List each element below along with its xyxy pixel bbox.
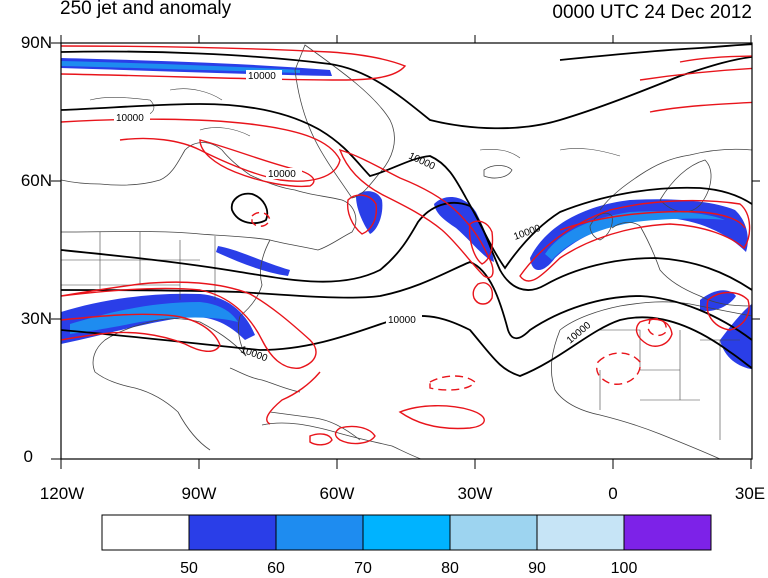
contour-label-6: 10000 — [388, 315, 416, 326]
colorbar-label-60: 60 — [267, 560, 285, 577]
colorbar-bin-4 — [449, 514, 538, 551]
lon-label-0: 0 — [608, 484, 618, 503]
anomaly-contour-4 — [338, 148, 494, 279]
negative-anomaly-contour-1 — [429, 375, 476, 391]
anomaly-contour-8 — [559, 210, 746, 231]
anomaly-contour-5 — [346, 194, 378, 235]
anomaly-contour-18 — [334, 425, 376, 445]
map-plot-area: 10000 10000 10000 10000 10000 10000 1000… — [61, 43, 752, 459]
colorbar-label-50: 50 — [180, 560, 198, 577]
anomaly-contour-15 — [398, 405, 485, 430]
colorbar-bin-3 — [362, 514, 451, 551]
lon-label-30e: 30E — [734, 484, 766, 503]
lat-label-60n: 60N — [20, 171, 52, 190]
coast-africa — [550, 301, 752, 459]
anomaly-contour-10 — [61, 313, 221, 352]
anomaly-contour-1 — [61, 45, 407, 81]
colorbar-bin-1 — [188, 514, 277, 551]
map-frame — [60, 42, 753, 460]
anomaly-contour-3 — [199, 139, 315, 188]
map-title: 250 jet and anomaly — [60, 0, 232, 19]
anomaly-contour-13 — [706, 291, 750, 331]
lon-label-90w: 90W — [181, 484, 217, 503]
height-contour-4 — [61, 261, 752, 341]
anomaly-contour-16 — [639, 55, 752, 81]
coast-iceland — [483, 165, 513, 179]
colorbar-bin-6 — [623, 514, 712, 551]
contour-label-2: 10000 — [116, 113, 144, 124]
height-contour-6 — [230, 192, 269, 225]
coast-us-east — [238, 239, 271, 357]
anomaly-contour-17 — [649, 101, 752, 113]
coast-arctic-islands — [89, 88, 621, 159]
jet-streak-us-east — [216, 246, 290, 276]
coastlines — [61, 44, 752, 459]
contour-label-4: 10000 — [407, 151, 437, 173]
lat-label-30n: 30N — [20, 309, 52, 328]
height-contour-1 — [61, 50, 752, 130]
colorbar-bin-5 — [536, 514, 625, 551]
lat-label-eq: 0 — [23, 447, 33, 466]
anomaly-contour-9 — [61, 281, 317, 369]
height-contour-7 — [559, 43, 752, 61]
lat-label-90n: 90N — [20, 33, 52, 52]
lon-label-30w: 30W — [457, 484, 493, 503]
negative-anomaly-contour-3 — [647, 318, 667, 337]
jet-streak-arctic-core — [61, 61, 300, 73]
anomaly-contour-14 — [266, 371, 321, 425]
coast-caribbean — [229, 367, 361, 441]
axis-ticks — [51, 35, 760, 469]
coast-north-america — [61, 142, 357, 251]
coast-europe — [599, 148, 752, 307]
jet-streak-labrador — [356, 191, 383, 234]
anomaly-contours — [61, 45, 752, 446]
colorbar-bin-2 — [275, 514, 364, 551]
jet-streak-med — [700, 290, 736, 312]
colorbar-label-90: 90 — [528, 560, 546, 577]
jet-streak-gulf-core — [70, 302, 238, 334]
coast-british-isles — [589, 212, 613, 241]
contour-labels: 10000 10000 10000 10000 10000 10000 1000… — [114, 70, 594, 364]
borders-africa — [599, 329, 740, 440]
negative-anomaly-contours — [251, 211, 667, 391]
coast-greenland — [294, 44, 395, 199]
negative-anomaly-contour-4 — [251, 211, 271, 227]
height-contour-5 — [61, 315, 752, 377]
height-contour-2 — [61, 103, 752, 270]
contour-label-1: 10000 — [248, 71, 276, 82]
lon-label-60w: 60W — [319, 484, 355, 503]
colorbar-label-100: 100 — [610, 560, 638, 577]
colorbar-bin-0 — [101, 514, 190, 551]
colorbar-label-80: 80 — [441, 560, 459, 577]
contour-label-8: 10000 — [239, 344, 269, 364]
coast-gulf — [92, 318, 247, 451]
height-contour-3 — [61, 201, 752, 291]
anomaly-contour-7 — [519, 199, 751, 282]
lon-label-120w: 120W — [39, 484, 85, 503]
colorbar — [101, 514, 712, 551]
jet-streak-mid-atlantic — [434, 197, 494, 262]
anomaly-contour-19 — [309, 433, 333, 446]
jet-streak-europe-core — [545, 211, 725, 260]
coast-south-america — [261, 422, 422, 459]
anomaly-contour-6 — [468, 220, 494, 265]
negative-anomaly-contour-2 — [596, 352, 641, 385]
contour-label-3: 10000 — [268, 169, 296, 180]
anomaly-contour-12 — [472, 282, 493, 305]
colorbar-label-70: 70 — [354, 560, 372, 577]
anomaly-contour-2 — [61, 118, 341, 182]
map-timestamp: 0000 UTC 24 Dec 2012 — [552, 2, 752, 23]
height-contours — [61, 43, 752, 377]
anomaly-contour-11 — [635, 318, 673, 347]
